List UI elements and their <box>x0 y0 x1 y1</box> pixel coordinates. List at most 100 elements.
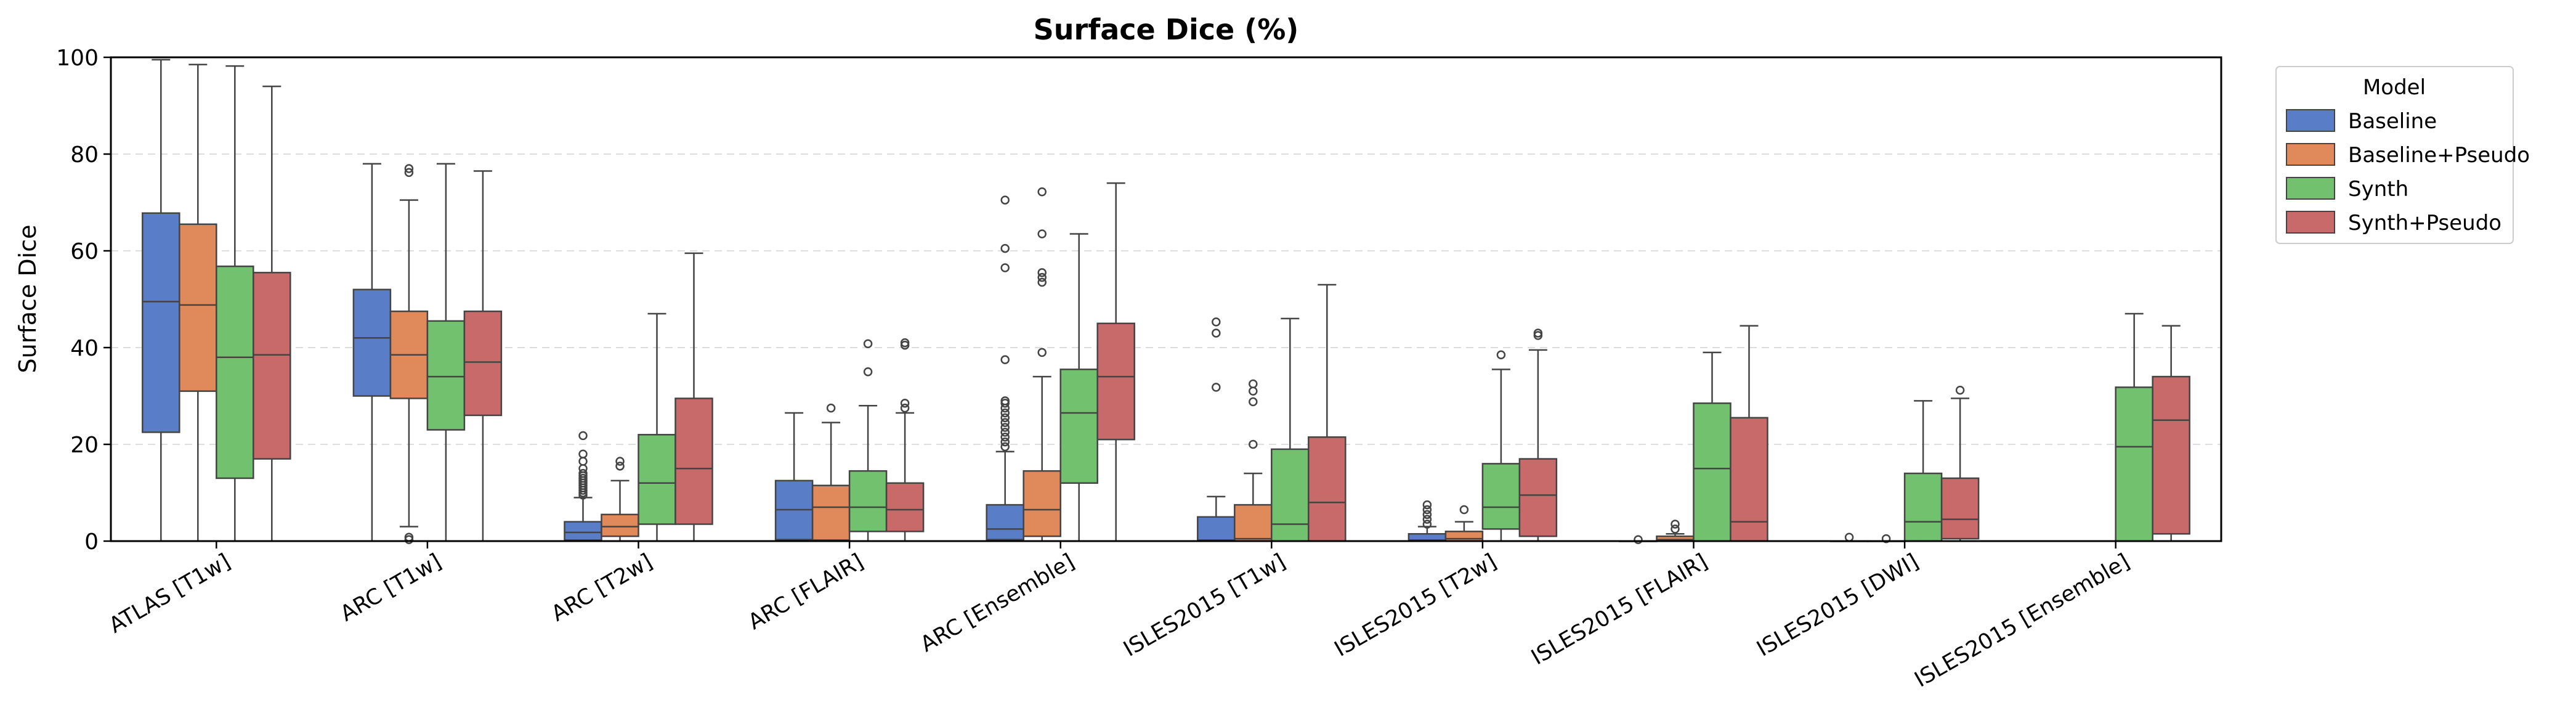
box-body <box>848 470 888 532</box>
box-body <box>1197 516 1236 542</box>
box-body <box>463 310 503 417</box>
flier-0 <box>1881 534 1891 544</box>
legend: Model Baseline Baseline+Pseudo Synth Synth+… <box>2275 66 2530 244</box>
flier-2 <box>404 168 414 177</box>
box-body <box>1023 470 1061 537</box>
flier-5 <box>1000 418 1010 427</box>
flier-1 <box>863 339 873 348</box>
y-tick-label-80: 80 <box>70 142 99 168</box>
box-2-7 <box>1693 351 1732 542</box>
legend-label-2: Synth <box>2348 177 2408 202</box>
y-tick-label-40: 40 <box>70 336 99 361</box>
box-0-0 <box>142 59 180 542</box>
box-body <box>2115 386 2153 542</box>
box-body <box>2152 375 2190 535</box>
flier-1 <box>1000 437 1010 447</box>
box-0-4 <box>986 195 1024 542</box>
box-body <box>1096 322 1135 441</box>
plot-frame <box>110 56 2222 542</box>
box-body <box>811 484 851 541</box>
box-body <box>1730 417 1768 542</box>
flier-3 <box>1037 268 1047 277</box>
flier-4 <box>1422 500 1432 510</box>
box-body <box>885 482 925 532</box>
flier-1 <box>1249 397 1258 407</box>
flier-6 <box>1000 413 1010 423</box>
box-body <box>1940 477 1980 540</box>
box-body <box>142 212 180 433</box>
flier-13 <box>1000 243 1010 253</box>
legend-label-3: Synth+Pseudo <box>2348 211 2501 235</box>
flier-0 <box>1955 385 1965 395</box>
box-body <box>1903 472 1943 542</box>
y-axis-label: Surface Dice <box>14 225 41 373</box>
legend-frame <box>2275 66 2514 244</box>
y-tick-label-60: 60 <box>70 239 99 264</box>
legend-title: Model <box>2363 75 2426 100</box>
flier-4 <box>1000 423 1010 432</box>
box-0-1 <box>352 163 392 542</box>
flier-1 <box>615 457 625 466</box>
box-body <box>1059 369 1098 484</box>
flier-0 <box>615 462 625 471</box>
flier-12 <box>578 449 588 459</box>
box-body <box>1308 436 1347 542</box>
legend-label-0: Baseline <box>2348 109 2437 134</box>
box-body <box>986 504 1024 540</box>
flier-0 <box>900 403 910 413</box>
box-body <box>1444 531 1484 542</box>
box-1-1 <box>389 164 429 544</box>
legend-swatch-0 <box>2286 109 2335 132</box>
box-body <box>426 320 466 431</box>
box-body <box>564 521 602 541</box>
chart-title: Surface Dice (%) <box>1034 13 1299 46</box>
flier-0 <box>1037 348 1047 357</box>
legend-swatch-1 <box>2286 143 2335 166</box>
flier-0 <box>826 403 836 413</box>
box-2-2 <box>638 312 676 542</box>
flier-1 <box>1422 515 1432 524</box>
flier-3 <box>1422 505 1432 515</box>
legend-swatch-2 <box>2286 177 2335 200</box>
flier-0 <box>1212 383 1221 392</box>
box-body <box>179 223 217 392</box>
flier-0 <box>1422 520 1432 529</box>
flier-13 <box>578 431 588 441</box>
box-3-1 <box>463 170 503 542</box>
flier-1 <box>1671 520 1680 529</box>
box-1-4 <box>1023 187 1061 542</box>
flier-1 <box>900 399 910 408</box>
box-3-2 <box>674 252 713 542</box>
y-tick-label-20: 20 <box>70 433 99 458</box>
flier-0 <box>1634 535 1643 544</box>
box-3-4 <box>1096 182 1135 542</box>
flier-9 <box>578 468 588 478</box>
y-tick-label-100: 100 <box>56 46 99 71</box>
flier-3 <box>1000 428 1010 437</box>
flier-2 <box>1212 317 1221 327</box>
flier-3 <box>404 164 414 173</box>
flier-0 <box>1459 505 1469 515</box>
flier-11 <box>1000 355 1010 364</box>
flier-0 <box>1000 442 1010 452</box>
flier-4 <box>1037 229 1047 239</box>
box-body <box>674 398 713 525</box>
flier-0 <box>1671 524 1680 534</box>
box-body <box>253 272 291 460</box>
flier-0 <box>1249 439 1258 449</box>
box-2-4 <box>1059 233 1098 542</box>
box-0-3 <box>774 412 814 542</box>
flier-0 <box>863 367 873 377</box>
legend-items: Baseline Baseline+Pseudo Synth Synth+Pseudo <box>2286 109 2530 235</box>
box-body <box>352 288 392 397</box>
flier-1 <box>1533 328 1543 338</box>
box-body <box>1271 448 1310 542</box>
box-body <box>601 513 639 537</box>
box-1-6 <box>1444 505 1484 542</box>
flier-2 <box>1037 272 1047 282</box>
flier-5 <box>1037 187 1047 197</box>
box-3-0 <box>253 85 291 542</box>
box-body <box>1518 458 1558 537</box>
box-body <box>216 265 254 479</box>
box-3-9 <box>2152 325 2190 542</box>
